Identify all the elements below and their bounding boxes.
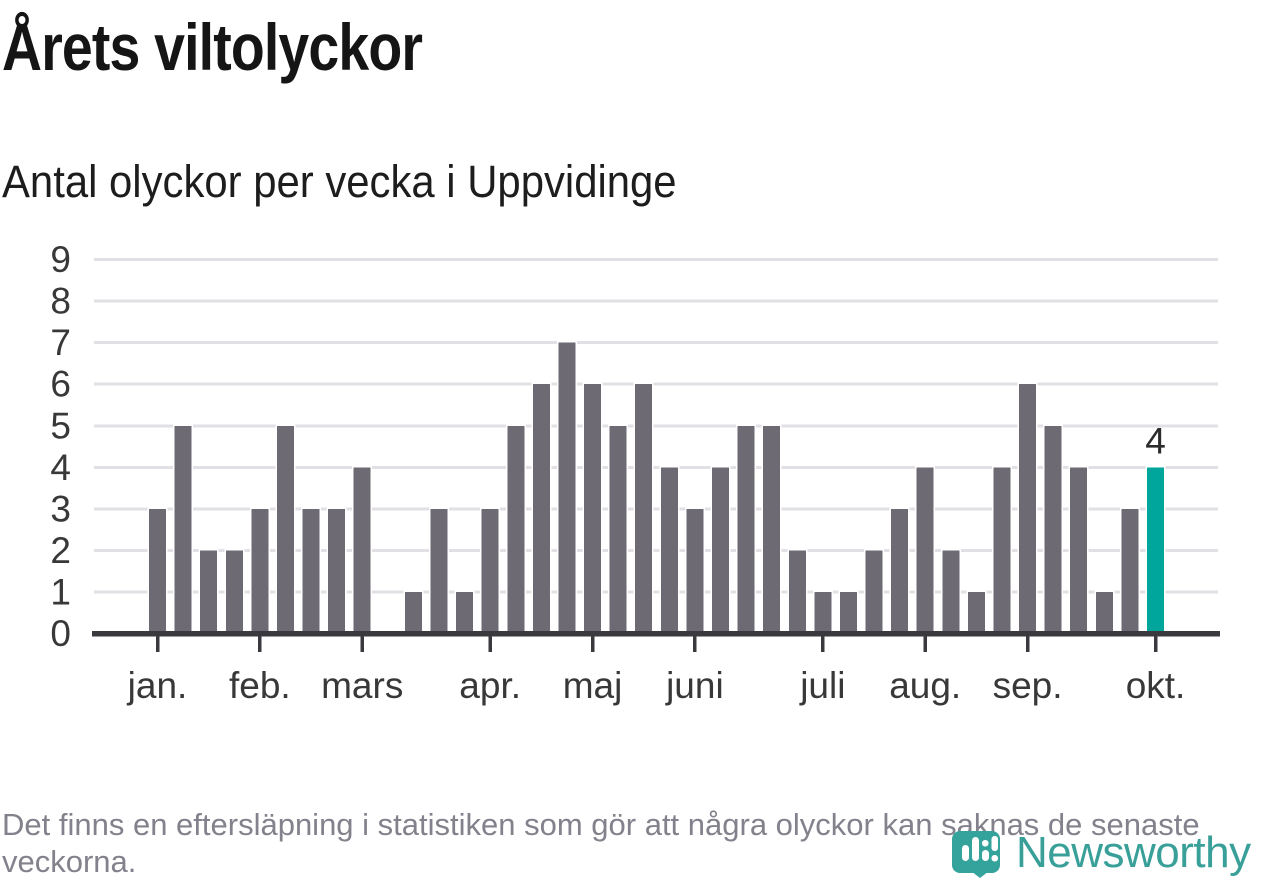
- y-tick-label: 1: [50, 571, 71, 612]
- bar: [173, 424, 194, 635]
- x-tick-label: apr.: [459, 665, 521, 706]
- bar: [224, 548, 245, 635]
- highlight-value-label: 4: [1145, 420, 1166, 461]
- bar: [761, 424, 782, 635]
- y-tick-label: 2: [50, 530, 71, 571]
- bar: [556, 341, 577, 636]
- x-tick-label: maj: [563, 665, 623, 706]
- x-tick-label: juli: [799, 665, 845, 706]
- bar: [301, 507, 322, 636]
- bar: [608, 424, 629, 635]
- x-tick-label: mars: [321, 665, 403, 706]
- bar: [684, 507, 705, 636]
- page-title: Årets viltolyckor: [2, 10, 423, 84]
- bar: [633, 382, 654, 635]
- bar: [505, 424, 526, 635]
- bar: [915, 465, 936, 635]
- bar: [275, 424, 296, 635]
- bar: [403, 590, 424, 636]
- x-tick-label: juni: [665, 665, 724, 706]
- y-tick-label: 4: [50, 447, 71, 488]
- bar: [991, 465, 1012, 635]
- y-tick-label: 3: [50, 488, 71, 529]
- y-tick-label: 9: [50, 239, 71, 280]
- footnote: Det finns en eftersläpning i statistiken…: [2, 807, 1200, 879]
- bar: [940, 548, 961, 635]
- bar: [1119, 507, 1140, 636]
- bar: [1043, 424, 1064, 635]
- bar: [326, 507, 347, 636]
- bar: [1094, 590, 1115, 636]
- bar: [1068, 465, 1089, 635]
- bar-chart-exclamation-icon: [962, 836, 998, 862]
- bar: [1017, 382, 1038, 635]
- bar-highlight: [1145, 465, 1166, 635]
- bar: [454, 590, 475, 636]
- bar: [198, 548, 219, 635]
- bar: [147, 507, 168, 636]
- bar: [787, 548, 808, 635]
- bar: [710, 465, 731, 635]
- bar: [838, 590, 859, 636]
- bar: [531, 382, 552, 635]
- bar: [249, 507, 270, 636]
- chart-subtitle: Antal olyckor per vecka i Uppvidinge: [2, 156, 677, 207]
- x-tick-label: aug.: [889, 665, 961, 706]
- y-tick-label: 7: [50, 322, 71, 363]
- x-tick-label: okt.: [1126, 665, 1186, 706]
- x-tick-label: sep.: [993, 665, 1063, 706]
- bar: [812, 590, 833, 636]
- bar: [352, 465, 373, 635]
- y-tick-label: 0: [50, 613, 71, 654]
- y-tick-label: 5: [50, 405, 71, 446]
- bar: [428, 507, 449, 636]
- bar: [736, 424, 757, 635]
- bar: [659, 465, 680, 635]
- y-tick-label: 8: [50, 281, 71, 322]
- bar: [864, 548, 885, 635]
- newsworthy-wordmark: Newsworthy: [1016, 828, 1251, 877]
- bar: [889, 507, 910, 636]
- bar: [966, 590, 987, 636]
- y-tick-label: 6: [50, 364, 71, 405]
- x-tick-label: jan.: [127, 665, 188, 706]
- bar: [480, 507, 501, 636]
- newsworthy-pin-icon: [952, 831, 1000, 878]
- bar: [582, 382, 603, 635]
- x-tick-label: feb.: [229, 665, 291, 706]
